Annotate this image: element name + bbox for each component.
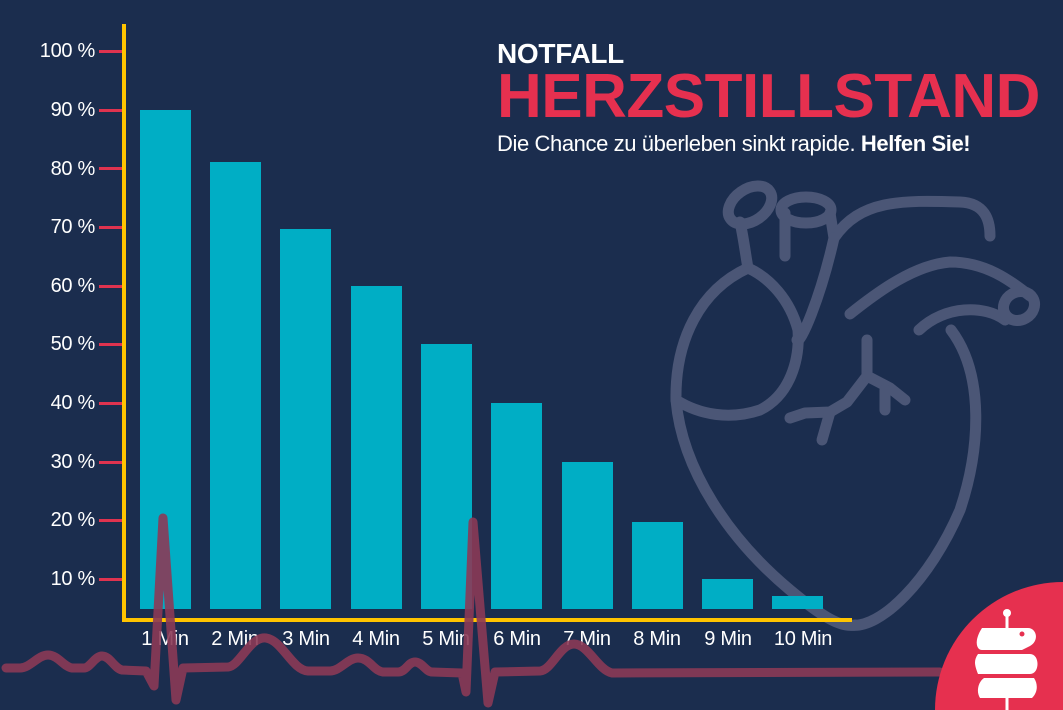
x-label: 5 Min [422,628,470,650]
y-tick-label: 70 % [50,216,96,238]
y-tick-label: 90 % [50,99,96,121]
y-tick-mark [99,461,122,464]
bar-3-min [280,229,331,609]
y-tick-label: 40 % [50,392,96,414]
x-label: 6 Min [493,628,541,650]
y-tick-label: 60 % [50,275,96,297]
bar-9-min [702,579,753,609]
bar-4-min [351,286,402,609]
x-label: 4 Min [352,628,400,650]
y-tick-label: 100 % [39,40,96,62]
y-tick-label: 50 % [50,333,96,355]
x-label: 9 Min [704,628,752,650]
x-label: 3 Min [282,628,330,650]
bar-10-min [772,596,823,609]
y-tick-mark [99,226,122,229]
subtitle-regular: Die Chance zu überleben sinkt rapide. [497,131,856,156]
y-tick-mark [99,109,122,112]
x-label: 8 Min [633,628,681,650]
main-title: HERZSTILLSTAND [497,62,1040,131]
bar-6-min [491,403,542,609]
y-tick-mark [99,519,122,522]
y-tick-mark [99,343,122,346]
kicker-heading: NOTFALL [497,38,624,69]
y-tick-label: 80 % [50,158,96,180]
bar-5-min [421,344,472,609]
y-tick-label: 30 % [50,451,96,473]
title-block: NOTFALL HERZSTILLSTAND Die Chance zu übe… [497,38,1040,158]
subtitle: Die Chance zu überleben sinkt rapide. He… [497,130,1040,158]
bar-7-min [562,462,613,609]
y-tick-mark [99,285,122,288]
y-tick-label: 10 % [50,568,96,590]
bar-2-min [210,162,261,609]
subtitle-cta: Helfen Sie! [860,131,971,156]
x-label: 10 Min [773,628,833,650]
y-tick-mark [99,167,122,170]
y-tick-label: 20 % [50,509,96,531]
bar-8-min [632,522,683,609]
y-tick-mark [99,402,122,405]
y-tick-mark [99,578,122,581]
y-tick-mark [99,50,122,53]
